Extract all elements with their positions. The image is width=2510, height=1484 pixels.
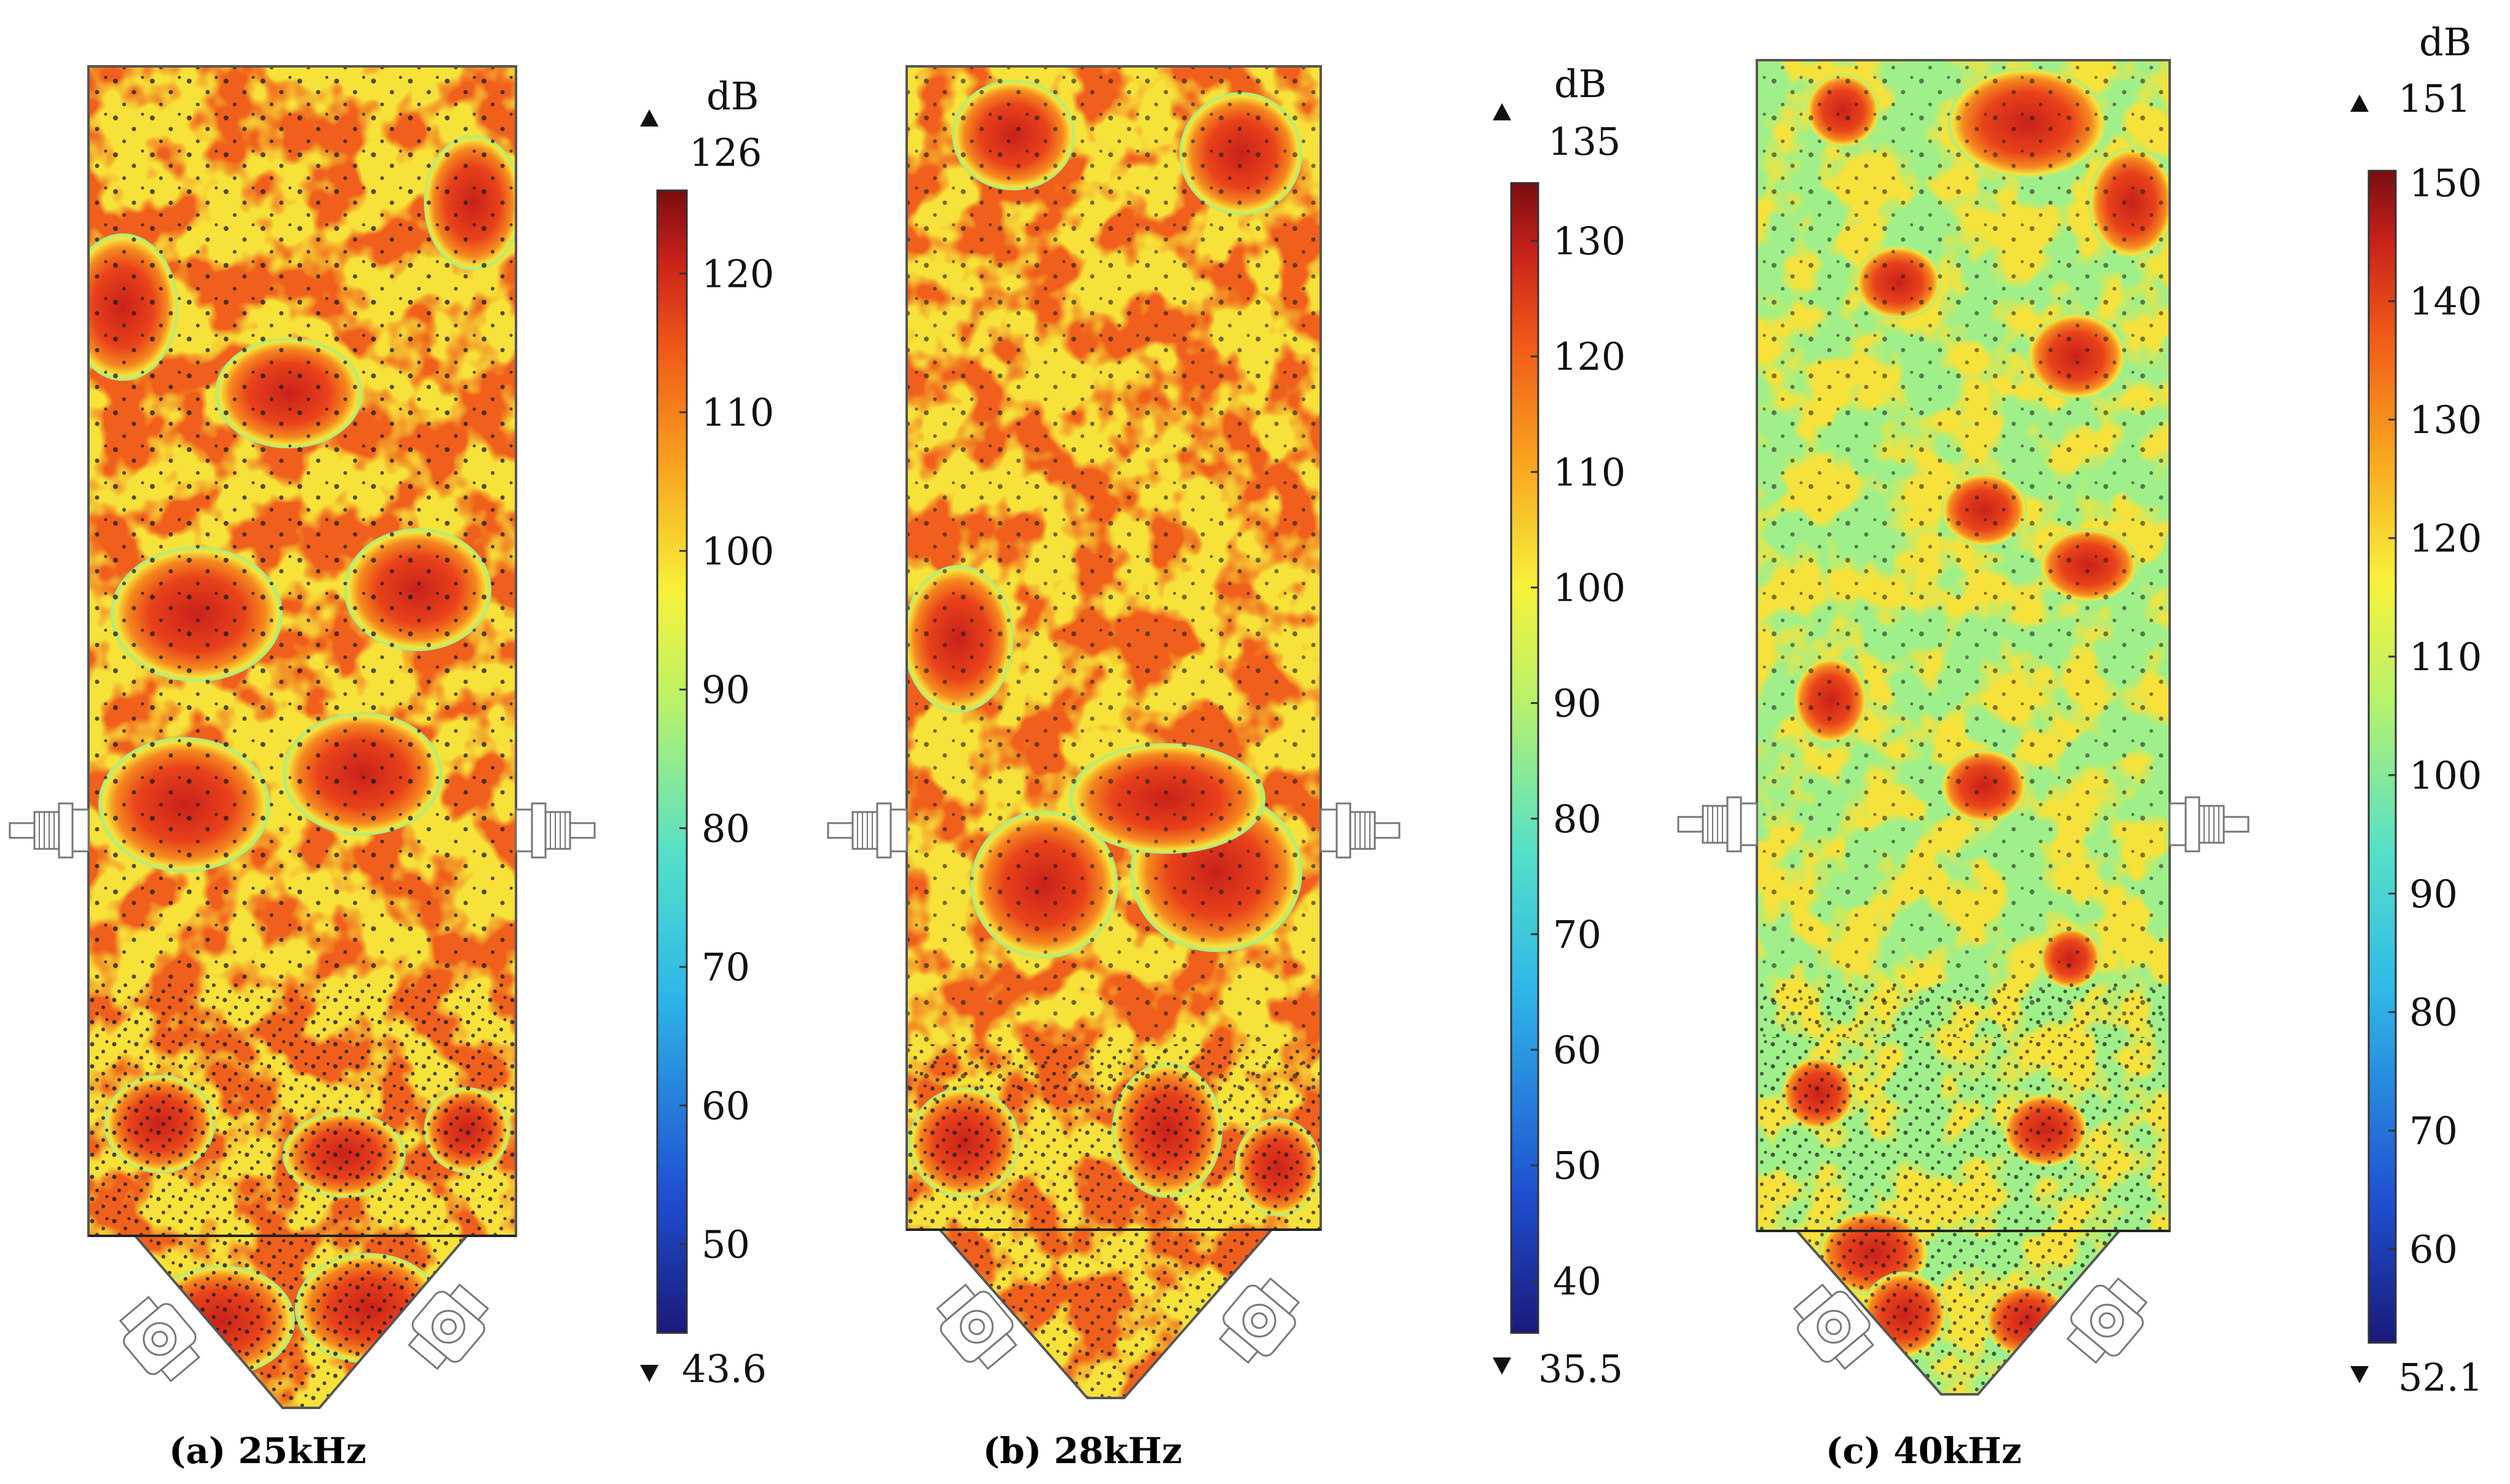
colorbar-b-tick-label: 120 — [1553, 334, 1625, 379]
colorbar-b-tick-label: 110 — [1553, 450, 1625, 494]
colorbar-a-tick-label: 100 — [702, 529, 774, 574]
colorbar-c-ticks: 60 70 80 90 100 110 120 130 140 150 — [2388, 160, 2482, 1272]
colorbar-b-min-marker — [1493, 1357, 1511, 1375]
colorbar-a-min-marker — [640, 1365, 659, 1382]
colorbar-b-max-marker — [1493, 103, 1511, 120]
caption-b: (b) 28kHz — [983, 1430, 1182, 1472]
vessel-b — [905, 65, 1322, 1399]
colorbar-c-tick-label: 110 — [2409, 635, 2482, 679]
colorbar-c-max-label: 151 — [2398, 76, 2471, 121]
colorbar-b-tick-label: 70 — [1553, 912, 1601, 957]
colorbar-b-min-label: 35.5 — [1538, 1346, 1623, 1391]
colorbar-c-tick-label: 120 — [2409, 516, 2482, 561]
colorbar-b-tick-label: 130 — [1553, 219, 1625, 264]
vessel-c — [1756, 59, 2171, 1396]
vessel-a — [87, 65, 517, 1409]
panel-b: dB 135 40 50 60 70 80 90 100 110 120 130 35.5 (b)… — [827, 61, 1625, 1472]
colorbar-b-ticks: 40 50 60 70 80 90 100 110 120 130 — [1531, 219, 1625, 1303]
colorbar-a-unit: dB — [706, 74, 759, 119]
colorbar-a-tick-label: 60 — [702, 1084, 750, 1128]
colorbar-a-gradient — [656, 189, 688, 1334]
colorbar-a-tick-label: 90 — [702, 668, 750, 713]
colorbar-c-unit: dB — [2419, 20, 2471, 64]
colorbar-a-max-label: 126 — [689, 130, 762, 175]
colorbar-c-max-marker — [2350, 95, 2369, 112]
panel-c: dB 151 60 70 80 90 100 110 120 130 140 150 52.1 (… — [1677, 20, 2483, 1472]
colorbar-b-tick-label: 80 — [1553, 797, 1601, 842]
colorbar-b-tick-label: 60 — [1553, 1028, 1601, 1072]
colorbar-a-max-marker — [640, 109, 659, 127]
colorbar-a: dB 126 50 60 70 80 90 100 110 120 43.6 — [640, 74, 774, 1391]
colorbar-a-ticks: 50 60 70 80 90 100 110 120 — [679, 251, 774, 1267]
colorbar-c-min-label: 52.1 — [2398, 1355, 2483, 1400]
colorbar-c-tick-label: 140 — [2409, 279, 2482, 324]
colorbar-b-tick-label: 50 — [1553, 1143, 1601, 1188]
colorbar-c-tick-label: 90 — [2409, 872, 2458, 916]
colorbar-c-min-marker — [2350, 1366, 2369, 1383]
colorbar-a-tick-label: 80 — [702, 806, 750, 851]
colorbar-c-tick-label: 150 — [2409, 160, 2482, 205]
colorbar-b-tick-label: 90 — [1553, 681, 1601, 726]
colorbar-c-tick-label: 130 — [2409, 397, 2482, 442]
colorbar-b-unit: dB — [1554, 61, 1606, 106]
colorbar-b-max-label: 135 — [1548, 119, 1621, 164]
colorbar-c-gradient — [2367, 170, 2397, 1344]
colorbar-c-tick-label: 70 — [2409, 1109, 2458, 1154]
panel-a: dB 126 50 60 70 80 90 100 110 120 43.6 (a) 25kH… — [9, 65, 774, 1472]
colorbar-c-tick-label: 60 — [2409, 1227, 2458, 1272]
caption-a: (a) 25kHz — [169, 1430, 366, 1472]
colorbar-c-tick-label: 100 — [2409, 753, 2482, 798]
colorbar-a-tick-label: 70 — [702, 945, 750, 990]
colorbar-a-tick-label: 120 — [702, 251, 774, 296]
colorbar-a-min-label: 43.6 — [682, 1346, 767, 1391]
colorbar-a-tick-label: 50 — [702, 1222, 750, 1267]
colorbar-b-tick-label: 40 — [1553, 1259, 1601, 1303]
colorbar-b-gradient — [1510, 182, 1539, 1334]
colorbar-a-tick-label: 110 — [702, 390, 774, 435]
colorbar-c-tick-label: 80 — [2409, 990, 2458, 1035]
colorbar-b: dB 135 40 50 60 70 80 90 100 110 120 130 35.5 — [1493, 61, 1625, 1391]
colorbar-b-tick-label: 100 — [1553, 565, 1625, 610]
caption-c: (c) 40kHz — [1826, 1430, 2022, 1472]
colorbar-c: dB 151 60 70 80 90 100 110 120 130 140 150 52.1 — [2350, 20, 2483, 1400]
